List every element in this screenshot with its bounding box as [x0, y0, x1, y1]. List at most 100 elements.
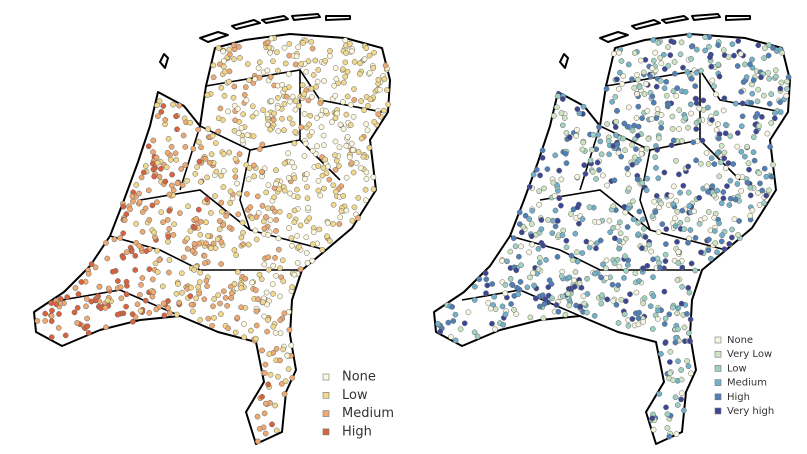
location-dot	[245, 176, 252, 183]
location-dot	[765, 42, 772, 49]
location-dot	[635, 103, 642, 110]
location-dot	[663, 404, 669, 411]
location-dot	[205, 233, 211, 239]
location-dot	[721, 95, 728, 102]
location-dot	[624, 262, 631, 268]
location-dot	[672, 223, 679, 229]
location-dot	[203, 240, 209, 247]
location-dot	[259, 168, 265, 175]
location-dot	[670, 377, 676, 384]
location-dot	[42, 318, 49, 324]
location-dot	[658, 112, 665, 118]
location-dot	[64, 294, 71, 300]
location-dot	[165, 298, 171, 304]
location-dot	[549, 217, 556, 224]
location-dot	[513, 311, 520, 317]
location-dot	[716, 173, 723, 180]
location-dot	[714, 249, 720, 256]
location-dot	[701, 215, 708, 222]
location-dot	[604, 182, 610, 189]
location-dot	[593, 245, 599, 252]
location-dot	[593, 240, 600, 247]
location-dot	[625, 171, 631, 177]
location-dot	[293, 53, 300, 60]
location-dot	[188, 284, 194, 291]
location-dot	[658, 200, 664, 207]
location-dot	[306, 121, 312, 128]
location-dot	[234, 269, 241, 275]
location-dot	[664, 425, 671, 431]
location-dot	[256, 425, 263, 432]
location-dot	[663, 78, 670, 85]
location-dot	[310, 72, 317, 78]
location-dot	[175, 281, 181, 287]
location-dot	[630, 198, 636, 205]
location-dot	[216, 226, 223, 233]
location-dot	[518, 243, 524, 250]
location-dot	[643, 81, 649, 87]
location-dot	[286, 225, 292, 231]
location-dot	[289, 93, 296, 100]
location-dot	[161, 312, 168, 319]
location-dot	[681, 324, 688, 331]
location-dot	[756, 123, 762, 129]
location-dot	[556, 195, 563, 202]
location-dot	[679, 138, 685, 144]
location-dot	[644, 262, 651, 269]
location-dot	[772, 67, 779, 74]
legend-marker	[322, 373, 330, 381]
location-dot	[324, 233, 330, 240]
location-dot	[165, 238, 171, 245]
location-dot	[241, 321, 247, 327]
location-dot	[696, 220, 703, 227]
location-dot	[693, 46, 700, 53]
location-dot	[615, 86, 622, 92]
location-dot	[579, 216, 586, 222]
location-dot	[196, 158, 203, 165]
legend-label: Very high	[727, 406, 774, 417]
location-dot	[574, 106, 581, 112]
location-dot	[165, 233, 172, 240]
location-dot	[629, 161, 636, 168]
location-dot	[297, 266, 304, 272]
location-dot	[684, 69, 691, 75]
location-dot	[226, 224, 233, 231]
location-dot	[302, 176, 308, 182]
map-right: None Very Low Low Medium High Very high	[433, 13, 792, 445]
location-dot	[349, 217, 356, 224]
location-dot	[759, 187, 766, 194]
location-dot	[634, 176, 641, 183]
location-dot	[262, 400, 269, 407]
location-dot	[272, 329, 279, 336]
location-dot	[117, 284, 124, 290]
location-dot	[566, 274, 573, 281]
location-dot	[187, 293, 194, 299]
location-dot	[267, 371, 274, 378]
location-dot	[312, 57, 319, 64]
location-dot	[295, 194, 301, 200]
location-dot	[595, 131, 601, 138]
location-dot	[720, 107, 727, 114]
location-dot	[675, 326, 681, 333]
location-dot	[545, 284, 552, 290]
location-dot	[652, 49, 659, 56]
location-dot	[236, 190, 243, 197]
location-dot	[666, 311, 673, 318]
location-dot	[304, 260, 311, 266]
location-dot	[210, 62, 217, 69]
location-dot	[684, 311, 690, 317]
location-dot	[238, 304, 244, 311]
location-dot	[74, 304, 81, 311]
location-dot	[563, 160, 570, 166]
location-dot	[255, 296, 261, 302]
location-dot	[238, 285, 245, 291]
location-dot	[317, 100, 324, 107]
location-dot	[747, 184, 754, 191]
location-dot	[580, 139, 587, 146]
location-dot	[485, 300, 491, 306]
location-dot	[120, 230, 127, 237]
location-dot	[528, 221, 535, 227]
location-dot	[711, 228, 718, 234]
location-dot	[649, 415, 656, 422]
